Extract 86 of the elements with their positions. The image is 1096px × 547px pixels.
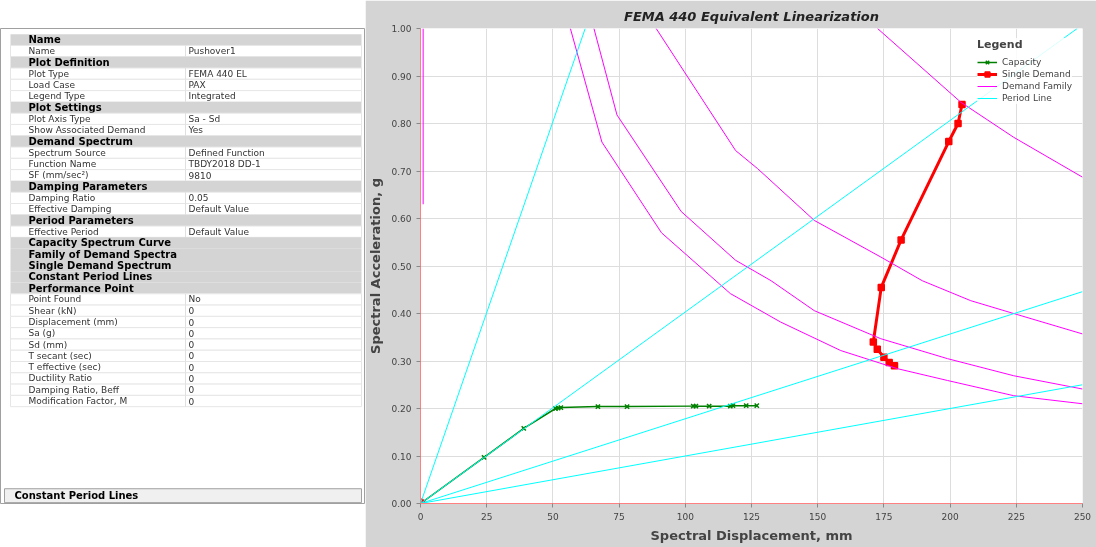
text: Defined Function bbox=[188, 147, 265, 158]
category-label: Displacement (mm) bbox=[28, 317, 118, 328]
text: Sa - Sd bbox=[188, 113, 221, 124]
x-tick-label: 0 bbox=[417, 511, 424, 522]
category-label: Name bbox=[28, 34, 62, 46]
category-label: Constant Period Lines bbox=[28, 271, 153, 283]
x-tick-label: 50 bbox=[547, 511, 559, 522]
text: 0 bbox=[188, 351, 195, 362]
category-label: Load Case bbox=[28, 79, 76, 90]
legend-title: Legend bbox=[977, 38, 1024, 51]
text: 0 bbox=[188, 362, 195, 373]
category-label: Effective Damping bbox=[28, 204, 112, 215]
y-tick-label: 0.90 bbox=[391, 71, 412, 82]
y-tick-label: 0.10 bbox=[391, 451, 412, 462]
legend-label: Capacity bbox=[1002, 56, 1042, 68]
text: Yes bbox=[188, 125, 204, 136]
text: FEMA 440 EL bbox=[188, 68, 247, 79]
x-tick-label: 125 bbox=[742, 511, 761, 522]
text: Default Value bbox=[188, 226, 249, 237]
category-label: SF (mm/sec²) bbox=[28, 170, 89, 181]
category-label: Function Name bbox=[28, 158, 97, 169]
category-label: Sd (mm) bbox=[28, 339, 68, 350]
legend-label: Demand Family bbox=[1002, 80, 1072, 92]
text: Default Value bbox=[188, 204, 249, 215]
category-label: Damping Parameters bbox=[28, 181, 148, 193]
x-tick-label: 25 bbox=[480, 511, 493, 522]
y-tick-label: 0.80 bbox=[391, 119, 412, 129]
category-label: Plot Type bbox=[28, 68, 70, 79]
text: 0 bbox=[188, 340, 195, 351]
y-axis-title: Spectral Acceleration, g bbox=[368, 178, 384, 354]
x-tick-label: 225 bbox=[1007, 511, 1025, 522]
category-label: Modification Factor, M bbox=[28, 396, 128, 407]
category-label: Damping Ratio bbox=[28, 192, 96, 203]
category-label: Performance Point bbox=[28, 282, 134, 294]
category-label: Damping Ratio, Beff bbox=[28, 384, 120, 395]
category-label: Sa (g) bbox=[28, 328, 56, 339]
category-label: Effective Period bbox=[28, 226, 99, 237]
category-label: Plot Definition bbox=[28, 56, 110, 68]
y-tick-label: 0.00 bbox=[391, 499, 412, 509]
x-tick-label: 75 bbox=[613, 511, 625, 522]
text: TBDY2018 DD-1 bbox=[188, 158, 261, 169]
text: 0 bbox=[188, 373, 195, 384]
text: 0 bbox=[188, 306, 195, 317]
y-tick-label: 1.00 bbox=[391, 24, 412, 34]
x-tick-label: 200 bbox=[941, 511, 959, 522]
x-tick-label: 175 bbox=[875, 511, 893, 522]
y-tick-label: 0.40 bbox=[391, 309, 412, 319]
category-label: Plot Settings bbox=[28, 102, 102, 114]
category-label: Ductility Ratio bbox=[28, 373, 93, 384]
category-label: Legend Type bbox=[28, 91, 86, 102]
text: 0 bbox=[188, 396, 195, 407]
y-tick-label: 0.30 bbox=[391, 356, 412, 367]
x-tick-label: 250 bbox=[1073, 511, 1092, 522]
x-tick-label: 150 bbox=[809, 511, 827, 522]
y-tick-label: 0.70 bbox=[391, 166, 412, 177]
text: 0 bbox=[188, 317, 195, 328]
category-label: Plot Axis Type bbox=[28, 113, 91, 124]
text: Constant Period Lines bbox=[14, 490, 139, 502]
y-tick-label: 0.60 bbox=[391, 214, 412, 224]
category-label: Single Demand Spectrum bbox=[28, 260, 172, 272]
category-label: T secant (sec) bbox=[27, 350, 92, 361]
legend-label: Single Demand bbox=[1002, 68, 1071, 80]
category-label: Capacity Spectrum Curve bbox=[28, 237, 172, 249]
category-label: Show Associated Demand bbox=[28, 125, 146, 136]
x-tick-label: 100 bbox=[676, 511, 695, 522]
text: 0.05 bbox=[188, 193, 209, 204]
legend-label: Period Line bbox=[1002, 92, 1052, 104]
category-label: Family of Demand Spectra bbox=[28, 248, 178, 260]
category-label: Period Parameters bbox=[28, 214, 134, 226]
text: 9810 bbox=[188, 170, 212, 181]
category-label: Name bbox=[28, 46, 56, 57]
category-label: Point Found bbox=[28, 294, 82, 305]
y-tick-label: 0.20 bbox=[391, 404, 412, 414]
text: Pushover1 bbox=[188, 46, 236, 57]
chart-title: FEMA 440 Equivalent Linearization bbox=[624, 8, 880, 24]
text: 0 bbox=[188, 328, 195, 339]
text: No bbox=[188, 294, 201, 305]
text: PAX bbox=[188, 79, 206, 90]
y-tick-label: 0.50 bbox=[391, 261, 412, 272]
category-label: Shear (kN) bbox=[28, 305, 77, 316]
category-label: Spectrum Source bbox=[28, 147, 107, 158]
category-label: T effective (sec) bbox=[27, 362, 102, 373]
category-label: Demand Spectrum bbox=[28, 135, 133, 147]
text: Integrated bbox=[188, 91, 236, 102]
x-axis-title: Spectral Displacement, mm bbox=[650, 527, 853, 543]
text: 0 bbox=[188, 385, 195, 396]
